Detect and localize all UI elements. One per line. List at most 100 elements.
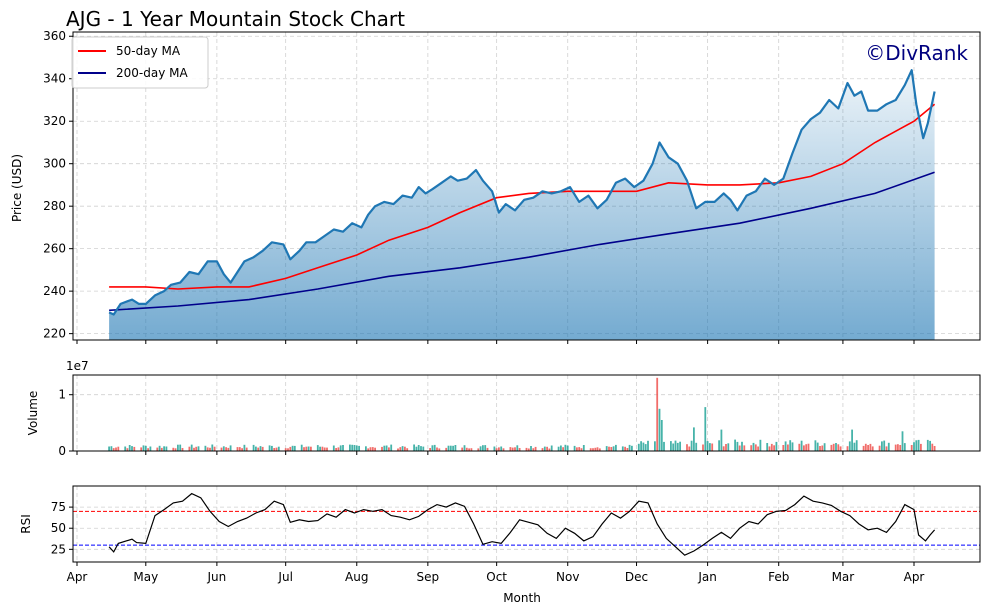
month-tick-label: Jul [277,570,292,584]
volume-bar [807,443,810,451]
volume-bar [229,445,232,451]
month-tick-label: Aug [345,570,368,584]
volume-bar [775,441,778,451]
volume-bar [846,446,849,451]
volume-bar [899,445,902,451]
volume-bar [225,447,227,451]
volume-bar [915,440,918,451]
volume-bar [621,446,624,451]
volume-bar [768,446,771,451]
volume-bar [140,447,143,451]
volume-bar [365,446,367,451]
volume-bar [798,443,801,451]
volume-bar [371,447,374,451]
volume-bar [660,420,663,451]
volume-bar [516,445,519,451]
volume-bar [332,445,335,451]
volume-bar [663,441,665,451]
volume-bar [390,444,393,451]
volume-bar [534,446,537,451]
volume-bar [784,441,787,451]
volume-bar [268,445,271,451]
volume-bar [287,448,289,451]
volume-bar [128,445,131,451]
volume-bar [642,442,645,451]
volume-bar [193,447,195,451]
volume-bar [342,445,344,451]
volume-bar [564,444,567,451]
volume-bar [695,442,698,451]
volume-bar [525,447,528,451]
volume-bar [676,442,679,451]
volume-bar [465,447,468,451]
volume-y-tick-label: 0 [58,444,66,458]
volume-bar [463,445,466,451]
volume-bar [929,440,931,451]
volume-bar [470,448,473,451]
month-tick-label: Apr [67,570,88,584]
volume-bar [241,448,243,451]
volume-bar [931,443,934,451]
volume-bar [413,444,415,451]
price-x-tickmarks [76,340,915,344]
volume-bar [383,445,386,451]
volume-bar [117,446,120,451]
volume-bar [486,447,489,451]
volume-bar [631,445,633,451]
volume-bar [750,445,753,451]
volume-bar [773,445,775,451]
volume-bar [933,446,936,451]
volume-bar [468,448,470,451]
volume-bar [830,444,833,451]
volume-bar [326,447,328,451]
volume-bar [222,446,225,451]
volume-bar [172,447,175,451]
volume-bar [670,441,672,451]
volume-bar [709,443,711,451]
volume-bar [887,442,890,451]
price-y-tick-label: 300 [43,157,66,171]
volume-bar [578,447,581,451]
volume-bar [303,447,305,451]
rsi-y-axis: 25 50 75 [51,500,73,556]
volume-bar [110,446,113,451]
price-frame [72,31,981,341]
rsi-gridlines [73,486,980,562]
volume-bar [862,445,865,451]
volume-bar [871,446,874,451]
volume-bar [770,443,773,451]
volume-bar [864,443,867,451]
volume-bar [149,446,152,451]
volume-bar [236,447,239,451]
rsi-y-tick-label: 25 [51,542,66,556]
volume-bar [115,447,117,451]
month-tick-label: Jun [207,570,227,584]
watermark-text: ©DivRank [865,41,968,65]
volume-x-tickmarks [76,451,915,455]
volume-bar [163,446,165,451]
price-y-tick-label: 280 [43,199,66,213]
volume-bar [124,446,127,451]
volume-bar [637,443,640,451]
volume-bar [867,445,869,451]
volume-bar [131,446,133,451]
volume-bar [358,445,360,451]
volume-bar [388,447,390,451]
volume-bar [605,446,608,451]
volume-exponent-label: 1e7 [66,359,89,373]
volume-bar [734,439,736,451]
volume-bar [791,442,794,451]
volume-bar [832,443,835,451]
volume-bar [479,446,482,451]
volume-bar [259,446,262,451]
volume-bar [702,444,704,451]
volume-bar [881,441,883,451]
volume-bar [869,443,872,451]
volume-bar [197,446,200,451]
volume-bar [693,427,695,451]
volume-bar [431,445,434,451]
volume-bar [502,448,505,451]
volume-bar [482,445,484,451]
rsi-x-axis: Apr May Jun Jul Aug Sep Oct Nov Dec Jan Feb Mar Apr [67,562,924,584]
volume-bar [495,448,498,451]
